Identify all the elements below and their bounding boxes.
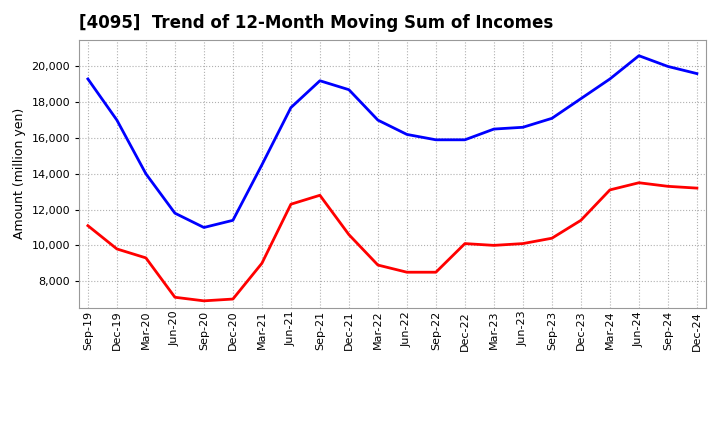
Net Income	[374, 262, 382, 268]
Ordinary Income	[171, 210, 179, 216]
Ordinary Income	[518, 125, 527, 130]
Net Income	[461, 241, 469, 246]
Ordinary Income	[345, 87, 354, 92]
Net Income	[606, 187, 614, 193]
Line: Ordinary Income: Ordinary Income	[88, 56, 697, 227]
Ordinary Income	[664, 64, 672, 69]
Ordinary Income	[431, 137, 440, 143]
Ordinary Income	[490, 126, 498, 132]
Ordinary Income	[258, 162, 266, 168]
Net Income	[634, 180, 643, 185]
Net Income	[548, 235, 557, 241]
Net Income	[315, 193, 324, 198]
Ordinary Income	[606, 76, 614, 81]
Net Income	[577, 218, 585, 223]
Net Income	[112, 246, 121, 252]
Net Income	[664, 183, 672, 189]
Ordinary Income	[287, 105, 295, 110]
Ordinary Income	[374, 117, 382, 123]
Net Income	[490, 243, 498, 248]
Ordinary Income	[199, 225, 208, 230]
Net Income	[228, 297, 237, 302]
Ordinary Income	[577, 96, 585, 101]
Line: Net Income: Net Income	[88, 183, 697, 301]
Ordinary Income	[634, 53, 643, 59]
Ordinary Income	[402, 132, 411, 137]
Ordinary Income	[112, 117, 121, 123]
Ordinary Income	[693, 71, 701, 76]
Net Income	[431, 270, 440, 275]
Net Income	[402, 270, 411, 275]
Net Income	[84, 223, 92, 228]
Net Income	[693, 186, 701, 191]
Ordinary Income	[461, 137, 469, 143]
Ordinary Income	[142, 171, 150, 176]
Ordinary Income	[548, 116, 557, 121]
Net Income	[258, 260, 266, 266]
Text: [4095]  Trend of 12-Month Moving Sum of Incomes: [4095] Trend of 12-Month Moving Sum of I…	[79, 15, 554, 33]
Net Income	[142, 255, 150, 260]
Y-axis label: Amount (million yen): Amount (million yen)	[13, 108, 26, 239]
Ordinary Income	[228, 218, 237, 223]
Net Income	[287, 202, 295, 207]
Ordinary Income	[315, 78, 324, 84]
Net Income	[518, 241, 527, 246]
Net Income	[199, 298, 208, 304]
Net Income	[171, 295, 179, 300]
Net Income	[345, 232, 354, 237]
Ordinary Income	[84, 76, 92, 81]
